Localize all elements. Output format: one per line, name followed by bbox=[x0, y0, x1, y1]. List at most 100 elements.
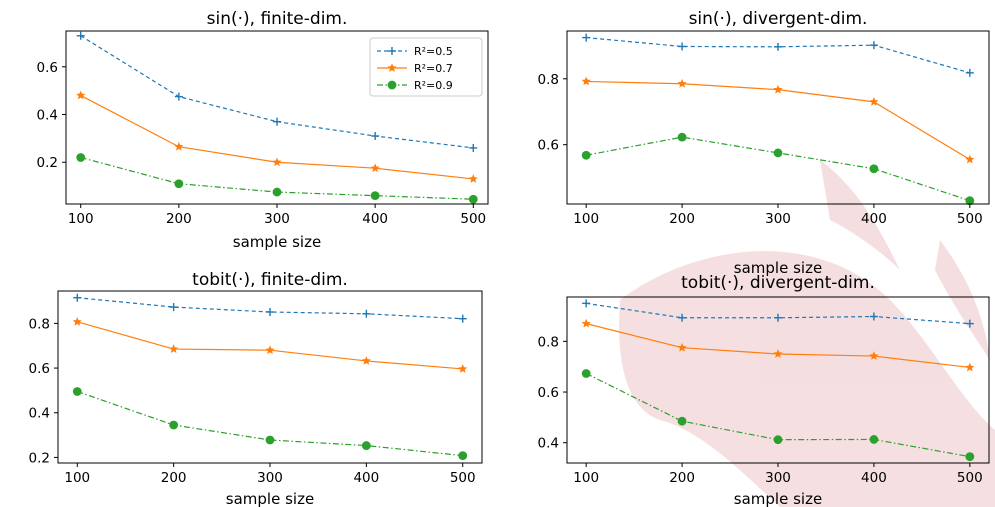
x-tick-label: 100 bbox=[64, 470, 90, 486]
x-tick-label: 300 bbox=[765, 470, 791, 486]
data-point bbox=[774, 42, 782, 51]
y-tick-label: 0.6 bbox=[538, 385, 559, 401]
x-tick-label: 200 bbox=[669, 211, 695, 227]
data-point bbox=[174, 141, 184, 151]
data-point bbox=[773, 349, 783, 358]
legend-marker bbox=[387, 80, 397, 90]
x-tick-label: 200 bbox=[161, 470, 187, 486]
data-point bbox=[965, 362, 975, 372]
data-point bbox=[869, 351, 879, 360]
data-point bbox=[272, 187, 282, 197]
x-tick-label: 500 bbox=[957, 470, 983, 486]
data-point bbox=[677, 416, 687, 426]
legend-label: R²=0.7 bbox=[414, 62, 453, 75]
x-tick-label: 300 bbox=[257, 470, 283, 486]
data-point bbox=[677, 78, 687, 88]
data-point bbox=[773, 435, 783, 445]
plot-area-frame bbox=[566, 30, 990, 205]
data-point bbox=[370, 163, 380, 173]
x-tick-label: 400 bbox=[362, 211, 388, 227]
x-axis-label: sample size bbox=[734, 259, 822, 277]
chart-title: sin(·), divergent-dim. bbox=[689, 9, 868, 29]
x-tick-label: 400 bbox=[861, 470, 887, 486]
data-point bbox=[76, 90, 86, 100]
data-point bbox=[581, 150, 591, 160]
data-point bbox=[677, 342, 687, 352]
series-line-r2-05 bbox=[77, 297, 463, 320]
data-point bbox=[371, 131, 380, 140]
chart-panel-2: sin(·), divergent-dim. 100 200 300 400 500 0.6… bbox=[538, 9, 990, 277]
data-point bbox=[265, 435, 275, 445]
data-point bbox=[458, 314, 467, 323]
data-point bbox=[370, 191, 380, 201]
chart-panel-3: tobit(·), finite-dim. 100 200 300 400 500 0.2 0… bbox=[29, 270, 483, 507]
data-point bbox=[169, 303, 178, 312]
series-line-r2-09 bbox=[77, 390, 463, 457]
data-point bbox=[468, 194, 478, 204]
x-tick-label: 500 bbox=[450, 470, 476, 486]
data-point bbox=[273, 117, 281, 126]
data-point bbox=[869, 41, 878, 50]
data-point bbox=[965, 452, 975, 462]
x-tick-label: 200 bbox=[669, 470, 695, 486]
series-line-r2-09 bbox=[586, 136, 971, 202]
data-point bbox=[965, 154, 975, 164]
data-point bbox=[266, 307, 274, 316]
data-point bbox=[174, 179, 184, 189]
data-point bbox=[174, 92, 183, 101]
data-point bbox=[361, 441, 371, 450]
data-point bbox=[362, 309, 371, 318]
chart-title: tobit(·), divergent-dim. bbox=[681, 273, 875, 293]
data-point bbox=[678, 313, 687, 322]
y-tick-label: 0.4 bbox=[37, 108, 58, 124]
x-tick-label: 100 bbox=[573, 211, 599, 227]
chart-panel-1: sin(·), finite-dim. 100 200 300 400 500 0.2 0.4… bbox=[37, 9, 489, 251]
data-point bbox=[869, 164, 879, 174]
data-point bbox=[773, 84, 783, 94]
x-tick-label: 400 bbox=[353, 470, 379, 486]
data-point bbox=[869, 97, 879, 106]
y-tick-label: 0.2 bbox=[37, 155, 58, 171]
data-point bbox=[361, 356, 371, 365]
data-point bbox=[76, 153, 86, 162]
data-point bbox=[581, 369, 591, 378]
data-point bbox=[965, 196, 975, 206]
x-tick-label: 100 bbox=[68, 211, 94, 227]
data-point bbox=[272, 157, 282, 167]
data-point bbox=[869, 435, 879, 444]
data-point bbox=[469, 143, 478, 152]
y-tick-label: 0.8 bbox=[538, 72, 559, 88]
x-axis-label: sample size bbox=[226, 490, 314, 507]
data-point bbox=[458, 451, 468, 461]
x-tick-label: 300 bbox=[264, 211, 290, 227]
data-point bbox=[677, 132, 687, 142]
y-tick-label: 0.8 bbox=[538, 334, 559, 350]
data-point bbox=[265, 345, 275, 355]
data-point bbox=[169, 420, 179, 430]
data-point bbox=[869, 312, 878, 321]
legend-label: R²=0.5 bbox=[414, 45, 453, 58]
x-tick-label: 500 bbox=[957, 211, 983, 227]
x-tick-label: 500 bbox=[460, 211, 486, 227]
data-point bbox=[72, 387, 82, 396]
y-tick-label: 0.4 bbox=[29, 406, 50, 422]
data-point bbox=[678, 42, 687, 51]
data-point bbox=[965, 319, 974, 328]
series-line-r2-07 bbox=[80, 94, 474, 180]
chart-title: sin(·), finite-dim. bbox=[207, 9, 348, 29]
data-point bbox=[581, 318, 591, 328]
legend: R²=0.5 R²=0.7 R²=0.9 bbox=[369, 37, 483, 97]
legend-marker bbox=[387, 63, 397, 72]
legend-item: R²=0.9 bbox=[377, 79, 453, 92]
y-tick-label: 0.6 bbox=[37, 60, 58, 76]
y-tick-label: 0.6 bbox=[29, 361, 50, 377]
legend-label: R²=0.9 bbox=[414, 79, 453, 92]
legend-item: R²=0.7 bbox=[377, 62, 453, 75]
x-tick-label: 300 bbox=[765, 211, 791, 227]
x-axis-label: sample size bbox=[734, 490, 822, 507]
legend-item: R²=0.5 bbox=[377, 45, 453, 58]
y-tick-label: 0.6 bbox=[538, 138, 559, 154]
data-point bbox=[581, 76, 591, 86]
data-point bbox=[965, 68, 974, 77]
data-point bbox=[774, 313, 782, 322]
